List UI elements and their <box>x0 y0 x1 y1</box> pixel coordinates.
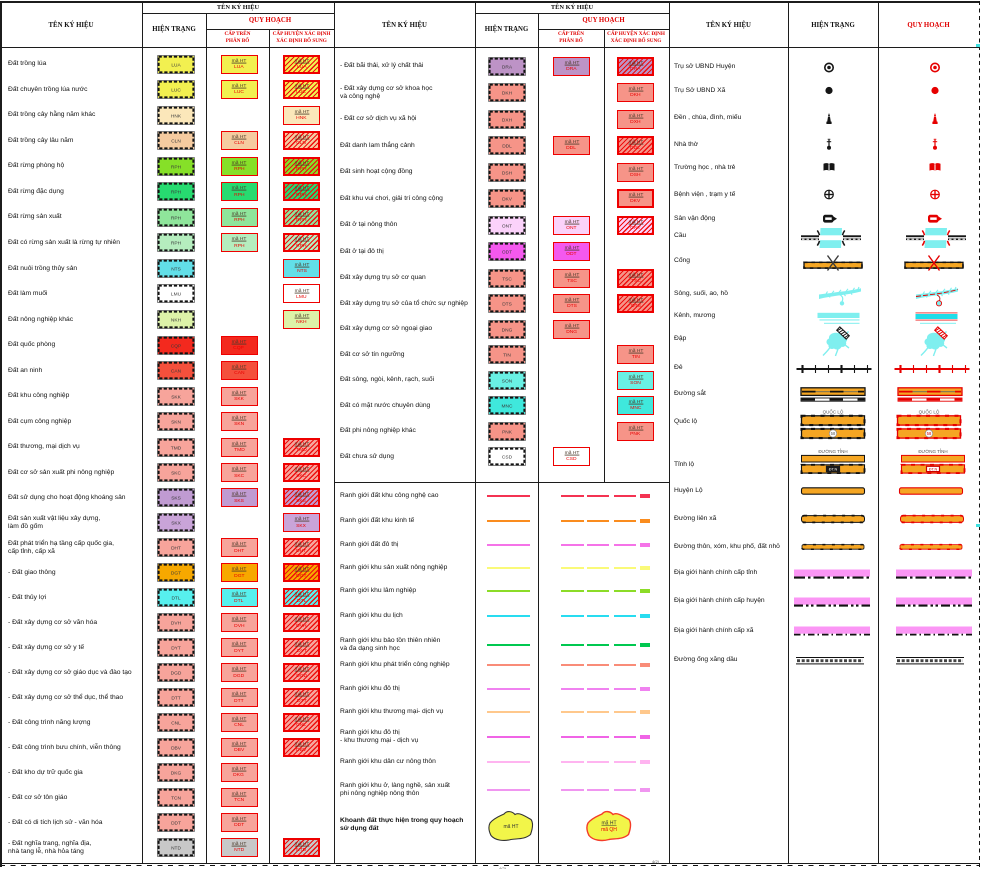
svg-text:DXH: DXH <box>502 117 513 123</box>
svg-text:RPH: RPH <box>171 190 182 196</box>
svg-text:DKH: DKH <box>502 90 513 96</box>
svg-text:mã QH: mã QH <box>601 827 617 833</box>
svg-text:DYT: DYT <box>171 646 181 652</box>
svg-text:RPH: RPH <box>171 164 182 170</box>
svg-text:CAN: CAN <box>171 368 182 374</box>
svg-text:ĐƯỜNG TỈNH: ĐƯỜNG TỈNH <box>918 448 947 454</box>
svg-text:DHT: DHT <box>171 546 181 552</box>
svg-text:ĐƯỜNG TỈNH: ĐƯỜNG TỈNH <box>818 448 847 454</box>
svg-text:SKN: SKN <box>171 419 181 425</box>
svg-text:TCN: TCN <box>171 795 181 801</box>
svg-text:NKH: NKH <box>171 317 182 323</box>
svg-text:CNL: CNL <box>171 720 181 726</box>
svg-text:NTD: NTD <box>171 845 181 851</box>
svg-text:ODT: ODT <box>502 249 512 255</box>
svg-text:DNG: DNG <box>502 327 513 333</box>
svg-text:58: 58 <box>927 432 932 437</box>
svg-text:MNC: MNC <box>502 403 513 409</box>
svg-text:LUA: LUA <box>171 62 181 68</box>
svg-text:HNK: HNK <box>171 113 182 119</box>
svg-text:CLN: CLN <box>171 138 181 144</box>
svg-text:RPH: RPH <box>171 215 182 221</box>
svg-text:CQP: CQP <box>171 343 181 349</box>
svg-text:DTS: DTS <box>502 301 512 307</box>
svg-text:ĐT.N: ĐT.N <box>928 468 937 472</box>
svg-text:DBV: DBV <box>171 745 182 751</box>
svg-text:QUỐC LỘ: QUỐC LỘ <box>919 409 940 415</box>
svg-text:SON: SON <box>502 378 513 384</box>
svg-text:DTT: DTT <box>171 696 180 702</box>
svg-text:SKS: SKS <box>171 496 181 502</box>
svg-text:TIN: TIN <box>503 352 511 358</box>
svg-text:ONT: ONT <box>502 223 512 229</box>
svg-text:DGT: DGT <box>171 571 181 577</box>
svg-text:RPH: RPH <box>171 241 182 247</box>
svg-text:SKK: SKK <box>171 394 181 400</box>
svg-text:DVH: DVH <box>171 621 182 627</box>
svg-text:SKC: SKC <box>171 471 181 477</box>
svg-text:SKX: SKX <box>171 521 181 527</box>
svg-text:DDT: DDT <box>171 820 181 826</box>
svg-text:DGD: DGD <box>171 671 182 677</box>
svg-text:DTL: DTL <box>171 596 180 602</box>
svg-text:NTS: NTS <box>171 266 181 272</box>
svg-text:PNK: PNK <box>502 429 513 435</box>
svg-text:DRA: DRA <box>502 64 513 70</box>
svg-text:mã HT: mã HT <box>504 824 519 830</box>
svg-text:DKV: DKV <box>502 196 513 202</box>
svg-text:DSH: DSH <box>502 170 513 176</box>
svg-text:LUC: LUC <box>171 87 181 93</box>
svg-text:TSC: TSC <box>502 276 512 282</box>
svg-text:TMD: TMD <box>171 445 182 451</box>
svg-text:mã HT: mã HT <box>602 821 617 827</box>
svg-text:58: 58 <box>830 432 835 437</box>
svg-text:DDL: DDL <box>502 143 512 149</box>
svg-text:DKG: DKG <box>171 770 182 776</box>
svg-text:QUỐC LỘ: QUỐC LỘ <box>822 409 843 415</box>
svg-text:CSD: CSD <box>502 454 513 460</box>
svg-text:ĐT.N: ĐT.N <box>829 468 838 472</box>
svg-text:LMU: LMU <box>171 292 182 298</box>
